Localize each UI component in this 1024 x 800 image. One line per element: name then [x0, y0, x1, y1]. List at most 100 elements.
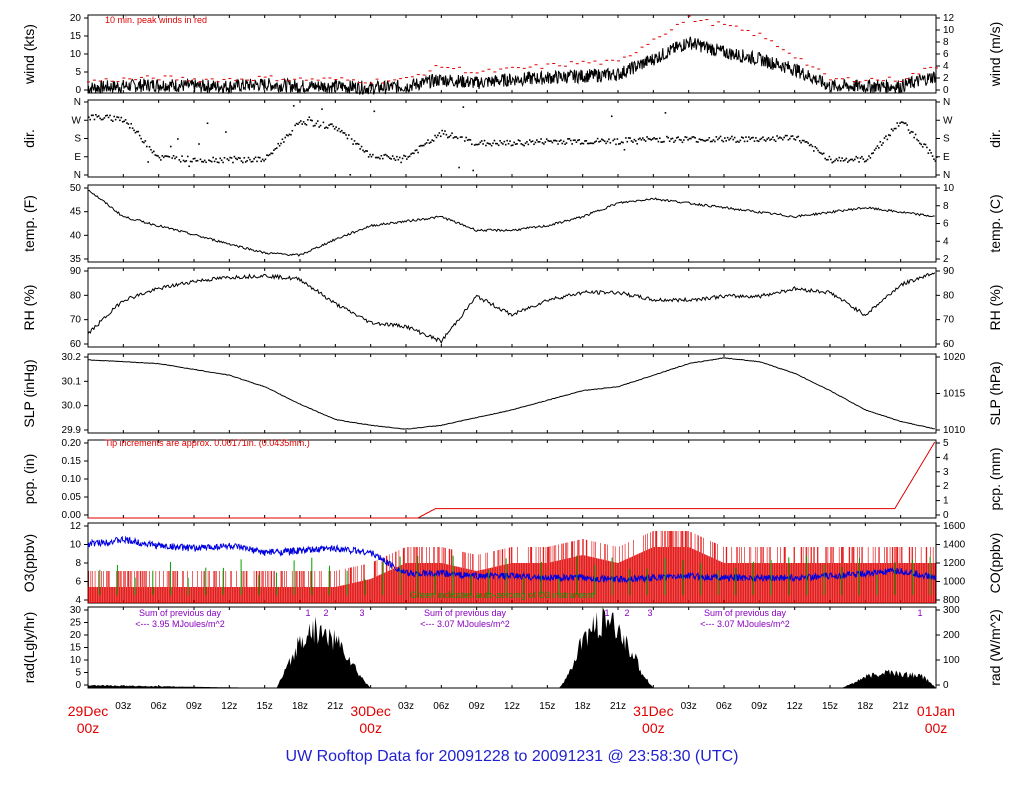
- direction-point: [199, 158, 202, 161]
- direction-point: [598, 141, 600, 143]
- direction-point: [591, 142, 593, 145]
- y-tick-label: 60: [943, 339, 955, 350]
- direction-point: [699, 138, 702, 141]
- direction-point: [502, 143, 504, 145]
- direction-point: [552, 139, 555, 142]
- direction-point: [880, 144, 883, 146]
- direction-point: [350, 138, 353, 140]
- direction-point: [817, 149, 819, 152]
- y-tick-label: 1600: [943, 521, 966, 532]
- x-hour-label: 03z: [115, 701, 131, 712]
- direction-point: [846, 161, 849, 163]
- direction-point: [370, 155, 373, 158]
- direction-point: [887, 134, 890, 136]
- direction-point: [619, 142, 622, 145]
- direction-point: [544, 141, 547, 143]
- direction-point: [841, 157, 843, 159]
- direction-point: [779, 136, 781, 139]
- direction-point: [119, 119, 121, 122]
- y-tick-label: 200: [943, 630, 960, 641]
- direction-point: [324, 127, 326, 129]
- direction-point: [332, 125, 335, 128]
- direction-point: [114, 118, 117, 121]
- direction-point: [725, 140, 728, 142]
- y-tick-label: 6: [943, 49, 949, 60]
- direction-point: [424, 143, 426, 145]
- direction-point: [212, 156, 214, 159]
- direction-point: [521, 143, 524, 146]
- direction-point: [528, 139, 531, 141]
- direction-point: [312, 125, 315, 127]
- direction-point: [316, 120, 319, 122]
- direction-point: [714, 140, 716, 143]
- direction-point: [534, 141, 537, 144]
- direction-point: [381, 157, 384, 160]
- y-tick-label: N: [943, 97, 950, 108]
- y-tick-label: 10: [943, 25, 955, 36]
- direction-point: [596, 137, 599, 140]
- direction-point: [198, 143, 200, 145]
- direction-point: [458, 166, 460, 169]
- direction-point: [270, 152, 272, 155]
- direction-point: [859, 157, 862, 159]
- direction-point: [537, 141, 540, 143]
- direction-point: [923, 143, 925, 145]
- y-axis-label-right: CO(ppbv): [987, 533, 1003, 594]
- direction-point: [414, 149, 417, 152]
- direction-point: [882, 142, 884, 144]
- rad-marker: 1: [917, 608, 922, 618]
- y-axis-label-left: O3(ppbv): [21, 534, 37, 592]
- direction-point: [179, 160, 182, 163]
- direction-point: [854, 158, 856, 161]
- direction-point: [644, 140, 647, 142]
- direction-point: [678, 138, 681, 141]
- direction-point: [376, 156, 378, 159]
- direction-point: [913, 136, 915, 139]
- x-date-label: 31Dec: [633, 703, 673, 719]
- y-axis-label-left: wind (kts): [21, 24, 37, 85]
- direction-point: [234, 157, 237, 160]
- y-tick-label: 60: [70, 339, 82, 350]
- direction-point: [789, 137, 791, 140]
- direction-point: [186, 155, 189, 158]
- direction-point: [171, 157, 173, 159]
- direction-point: [128, 126, 131, 129]
- direction-point: [729, 137, 732, 140]
- direction-point: [461, 136, 463, 138]
- direction-point: [362, 149, 364, 152]
- direction-point: [752, 136, 754, 139]
- direction-point: [449, 134, 452, 137]
- x-date-hour: 00z: [642, 720, 665, 736]
- direction-point: [271, 152, 274, 155]
- direction-point: [726, 136, 729, 139]
- direction-point: [926, 146, 928, 149]
- direction-point: [261, 158, 264, 161]
- direction-point: [547, 139, 549, 142]
- direction-point: [263, 160, 265, 162]
- direction-point: [127, 123, 130, 125]
- y-tick-label: 5: [75, 668, 81, 679]
- direction-point: [194, 157, 196, 160]
- direction-point: [876, 145, 879, 147]
- direction-point: [560, 139, 562, 142]
- direction-point: [844, 159, 846, 161]
- direction-point: [885, 135, 887, 138]
- y-tick-label: 0.15: [62, 456, 82, 467]
- direction-point: [237, 156, 240, 159]
- direction-point: [541, 142, 544, 144]
- direction-point: [694, 137, 696, 139]
- y-tick-label: 1: [943, 496, 949, 507]
- direction-point: [575, 141, 578, 143]
- direction-point: [855, 155, 858, 158]
- direction-point: [930, 152, 932, 154]
- rad-annotation-sub: <--- 3.07 MJoules/m^2: [420, 619, 510, 629]
- direction-point: [153, 150, 155, 153]
- direction-point: [448, 136, 450, 138]
- direction-point: [95, 114, 97, 116]
- direction-point: [671, 137, 674, 140]
- direction-point: [623, 148, 626, 151]
- direction-point: [889, 134, 891, 137]
- x-hour-label: 12z: [221, 701, 237, 712]
- direction-point: [721, 139, 723, 142]
- direction-point: [803, 139, 805, 142]
